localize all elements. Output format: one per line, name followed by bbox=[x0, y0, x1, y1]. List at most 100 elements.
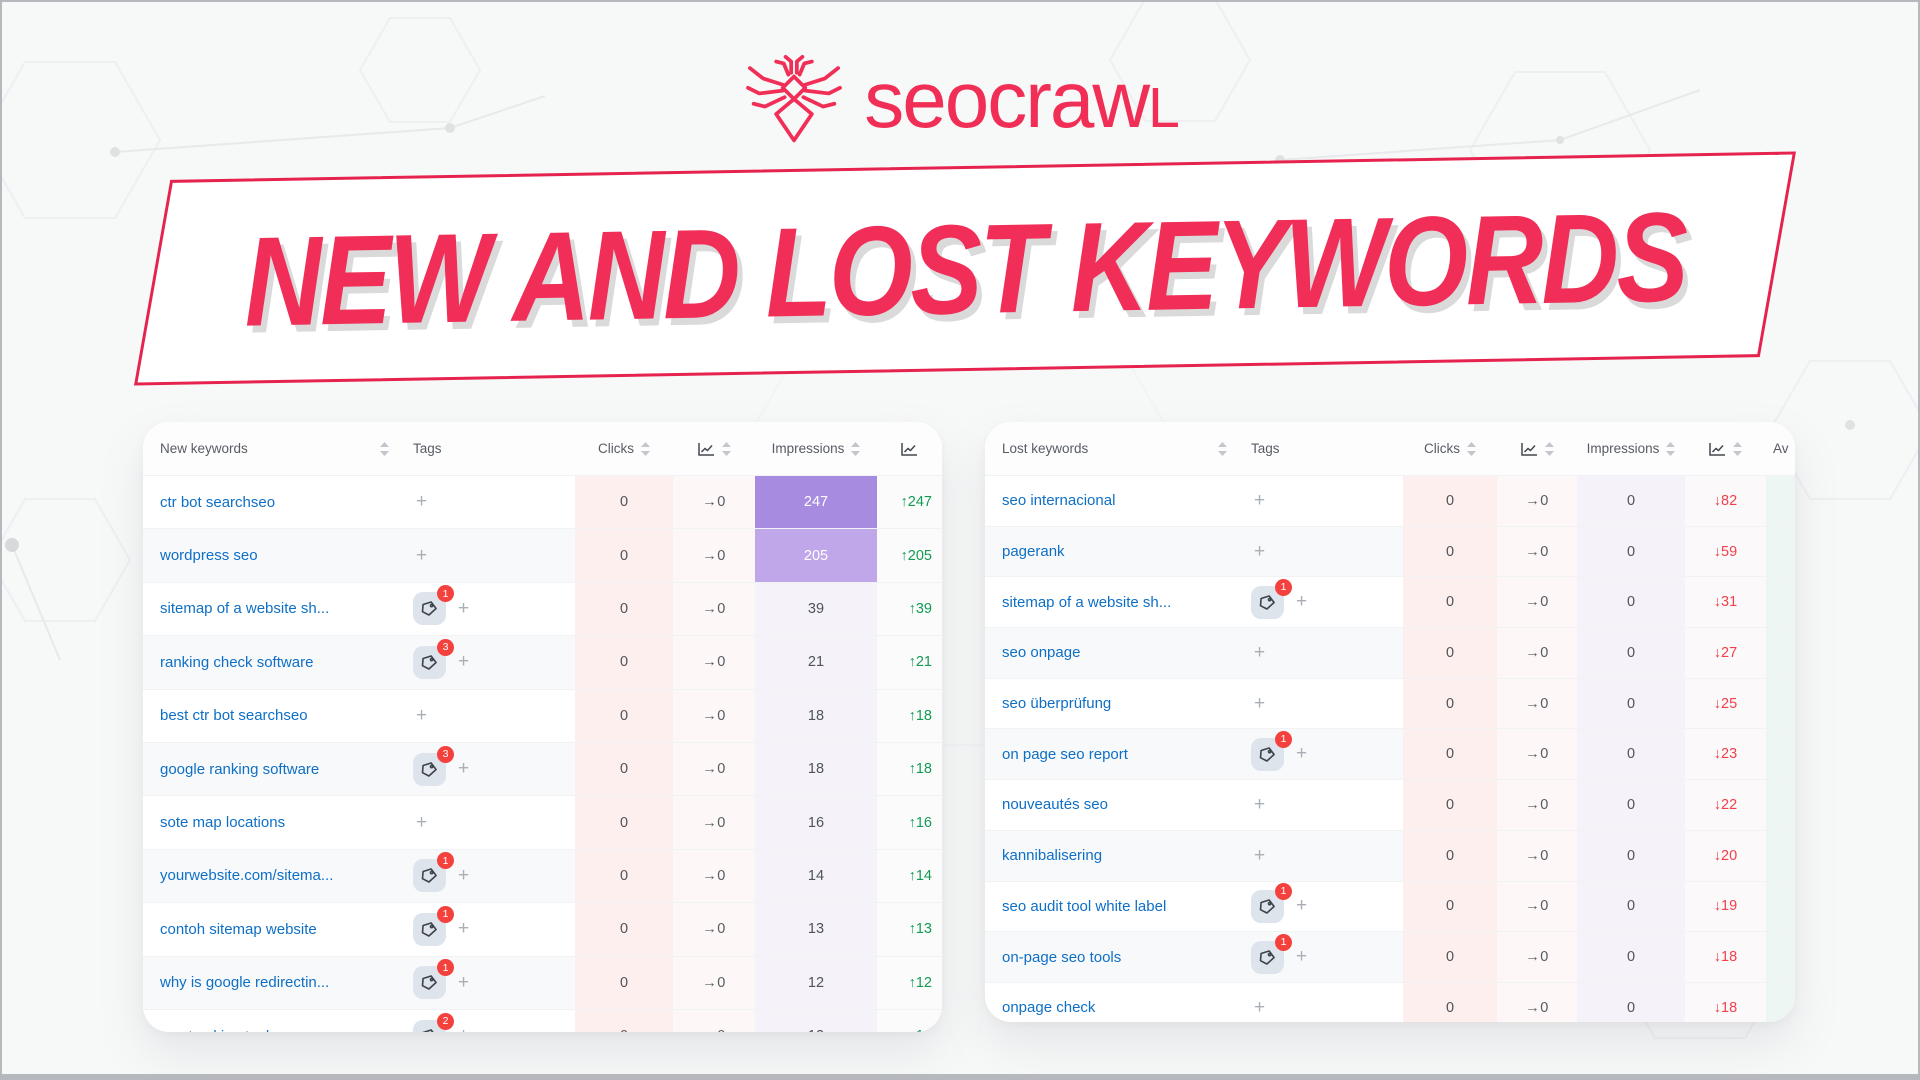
keyword-link[interactable]: sitemap of a website sh... bbox=[1002, 593, 1172, 611]
add-tag-button[interactable]: + bbox=[458, 1025, 469, 1032]
add-tag-button[interactable]: + bbox=[458, 864, 470, 886]
tag-chip[interactable]: 1 bbox=[1251, 882, 1292, 923]
tag-chip[interactable]: 1 bbox=[1251, 730, 1292, 771]
keyword-link[interactable]: onpage check bbox=[1002, 999, 1096, 1017]
impressions-value: 0 bbox=[1626, 999, 1636, 1016]
keyword-link[interactable]: sote map locations bbox=[160, 814, 286, 832]
clicks-value: 0 bbox=[619, 494, 629, 511]
trend-delta: ↓18 bbox=[1713, 949, 1738, 966]
tag-chip[interactable]: 3 bbox=[413, 638, 454, 679]
impressions-value: 12 bbox=[808, 1028, 824, 1032]
tag-chip[interactable]: 1 bbox=[413, 585, 454, 626]
add-tag-button[interactable]: + bbox=[458, 918, 470, 940]
chart-icon[interactable] bbox=[697, 442, 715, 456]
keyword-link[interactable]: seo internacional bbox=[1002, 492, 1116, 510]
keyword-link[interactable]: contoh sitemap website bbox=[160, 920, 317, 938]
add-tag-button[interactable]: + bbox=[1254, 489, 1266, 511]
chart-icon[interactable] bbox=[1709, 442, 1726, 456]
add-tag-button[interactable]: + bbox=[416, 811, 428, 833]
sort-icon[interactable] bbox=[1733, 441, 1742, 456]
add-tag-button[interactable]: + bbox=[458, 971, 470, 993]
table-row: seo internacional + 0 →0 0 ↓82 bbox=[985, 476, 1795, 526]
clicks-value: 0 bbox=[619, 547, 629, 564]
add-tag-button[interactable]: + bbox=[458, 651, 470, 673]
keyword-link[interactable]: yourwebsite.com/sitema... bbox=[160, 867, 334, 885]
add-tag-button[interactable]: + bbox=[1296, 743, 1308, 765]
keyword-link[interactable]: ranking check software bbox=[160, 653, 314, 671]
keyword-link[interactable]: best ctr bot searchseo bbox=[160, 707, 308, 725]
sort-icon[interactable] bbox=[1666, 441, 1676, 456]
clicks-trend-value: →0 bbox=[702, 761, 726, 778]
add-tag-button[interactable]: + bbox=[458, 758, 470, 780]
add-tag-button[interactable]: + bbox=[1254, 692, 1266, 714]
clicks-trend-value: →0 bbox=[1525, 695, 1549, 712]
tag-chip[interactable]: 1 bbox=[1251, 578, 1292, 619]
column-header-avg-position: Av bbox=[1773, 441, 1789, 456]
trend-delta: ↓31 bbox=[1713, 594, 1738, 611]
clicks-trend-value: →0 bbox=[702, 654, 726, 671]
add-tag-button[interactable]: + bbox=[416, 704, 428, 726]
add-tag-button[interactable]: + bbox=[1254, 641, 1266, 663]
clicks-value: 0 bbox=[1445, 543, 1455, 560]
clicks-trend-value: →0 bbox=[702, 921, 726, 938]
tag-icon bbox=[1259, 949, 1275, 965]
spider-icon bbox=[746, 54, 843, 143]
clicks-trend-value: →0 bbox=[702, 974, 726, 991]
sort-icon[interactable] bbox=[1467, 441, 1476, 456]
table-row: sote map locations + 0 →0 16 ↑16 bbox=[143, 795, 942, 849]
tag-chip[interactable]: 2 bbox=[413, 1012, 454, 1032]
tag-chip[interactable]: 1 bbox=[413, 959, 454, 1000]
keyword-link[interactable]: seo tracking tools bbox=[160, 1028, 277, 1032]
add-tag-button[interactable]: + bbox=[1296, 895, 1308, 917]
table-row: pagerank + 0 →0 0 ↓59 bbox=[985, 525, 1795, 577]
sort-icon[interactable] bbox=[721, 441, 731, 456]
add-tag-button[interactable]: + bbox=[1254, 996, 1266, 1018]
keyword-link[interactable]: nouveautés seo bbox=[1002, 796, 1108, 814]
trend-delta: ↑21 bbox=[908, 654, 932, 671]
impressions-value: 0 bbox=[1626, 492, 1636, 509]
keyword-link[interactable]: on-page seo tools bbox=[1002, 948, 1122, 966]
trend-delta: ↓27 bbox=[1713, 644, 1738, 661]
tag-chip[interactable]: 3 bbox=[413, 745, 454, 786]
table-row: yourwebsite.com/sitema... 1 + 0 →0 14 ↑1… bbox=[143, 848, 942, 903]
keyword-link[interactable]: seo überprüfung bbox=[1002, 695, 1112, 713]
tag-count-badge: 1 bbox=[1275, 882, 1292, 900]
add-tag-button[interactable]: + bbox=[1296, 946, 1308, 968]
sort-icon[interactable] bbox=[641, 441, 650, 456]
keyword-link[interactable]: on page seo report bbox=[1002, 745, 1128, 763]
trend-delta: ↓25 bbox=[1713, 695, 1738, 712]
lost-keywords-table: Lost keywords Tags Clicks Impressions Av… bbox=[985, 422, 1795, 1022]
add-tag-button[interactable]: + bbox=[416, 491, 428, 513]
keyword-link[interactable]: wordpress seo bbox=[160, 547, 258, 565]
impressions-value: 0 bbox=[1626, 949, 1636, 966]
brand-wordmark: seocrawL bbox=[864, 55, 1180, 144]
sort-icon[interactable] bbox=[380, 441, 389, 456]
trend-delta: ↑247 bbox=[900, 494, 932, 511]
keyword-link[interactable]: seo audit tool white label bbox=[1002, 897, 1167, 915]
add-tag-button[interactable]: + bbox=[416, 544, 428, 566]
add-tag-button[interactable]: + bbox=[1254, 540, 1266, 562]
tag-chip[interactable]: 1 bbox=[413, 905, 454, 946]
keyword-link[interactable]: ctr bot searchseo bbox=[160, 493, 276, 511]
sort-icon[interactable] bbox=[1544, 441, 1554, 456]
chart-icon[interactable] bbox=[1520, 442, 1538, 456]
keyword-link[interactable]: pagerank bbox=[1002, 543, 1065, 561]
tag-chip[interactable]: 1 bbox=[1251, 933, 1292, 974]
keyword-link[interactable]: sitemap of a website sh... bbox=[160, 600, 330, 618]
add-tag-button[interactable]: + bbox=[1296, 591, 1308, 613]
tag-chip[interactable]: 1 bbox=[413, 852, 454, 893]
add-tag-button[interactable]: + bbox=[1254, 844, 1266, 866]
chart-icon[interactable] bbox=[901, 442, 918, 456]
avg-position-cell bbox=[1766, 476, 1795, 526]
keyword-link[interactable]: seo onpage bbox=[1002, 644, 1081, 662]
table-row: ranking check software 3 + 0 →0 21 ↑21 bbox=[143, 635, 942, 689]
add-tag-button[interactable]: + bbox=[1254, 793, 1266, 815]
keyword-link[interactable]: why is google redirectin... bbox=[160, 974, 330, 992]
table-row: on page seo report 1 + 0 →0 0 ↓23 bbox=[985, 728, 1795, 780]
keyword-link[interactable]: kannibalisering bbox=[1002, 847, 1103, 865]
clicks-trend-value: →0 bbox=[1525, 949, 1549, 966]
keyword-link[interactable]: google ranking software bbox=[160, 760, 320, 778]
sort-icon[interactable] bbox=[851, 441, 861, 456]
add-tag-button[interactable]: + bbox=[458, 597, 470, 619]
sort-icon[interactable] bbox=[1218, 441, 1227, 456]
